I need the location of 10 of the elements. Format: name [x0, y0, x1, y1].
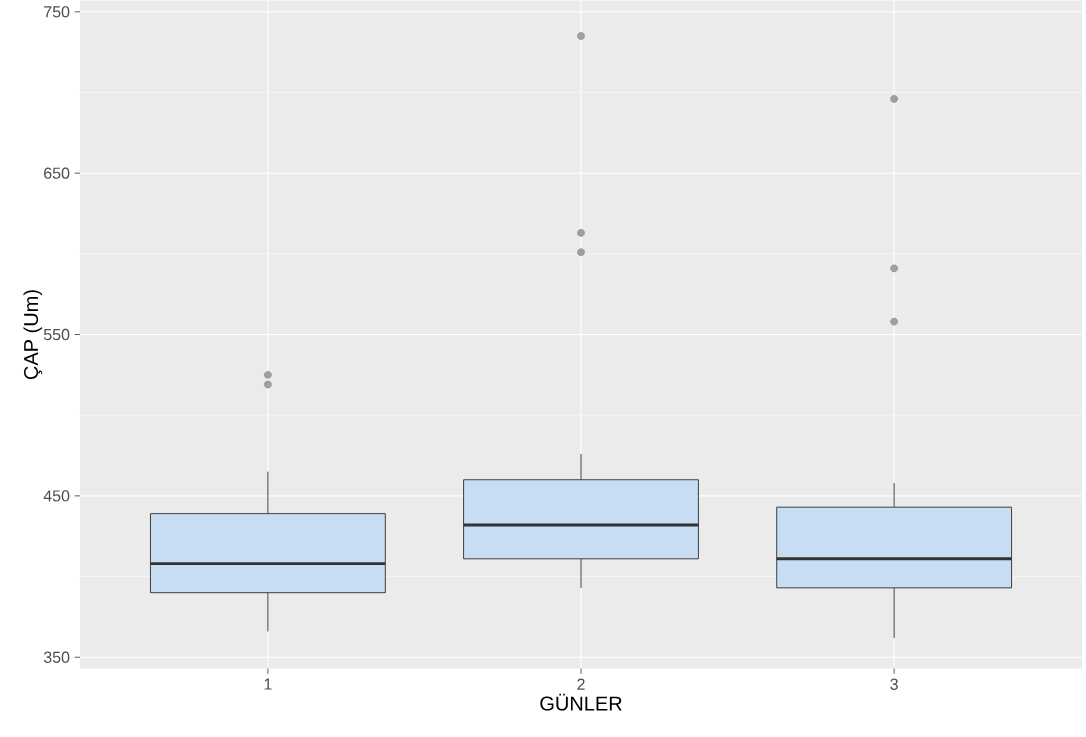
y-tick-label: 450: [43, 490, 70, 502]
y-tick-label: 350: [43, 651, 70, 664]
x-axis-title: GÜNLER: [540, 693, 622, 711]
x-tick-label: 3: [890, 678, 898, 691]
y-axis-title: ÇAP (Um): [23, 290, 43, 380]
y-tick-label: 750: [44, 6, 70, 18]
y-tick-label: 550: [43, 329, 70, 341]
x-tick-label: 1: [264, 678, 272, 690]
y-tick-label: 650: [44, 167, 70, 180]
x-tick-label: 2: [577, 678, 585, 690]
